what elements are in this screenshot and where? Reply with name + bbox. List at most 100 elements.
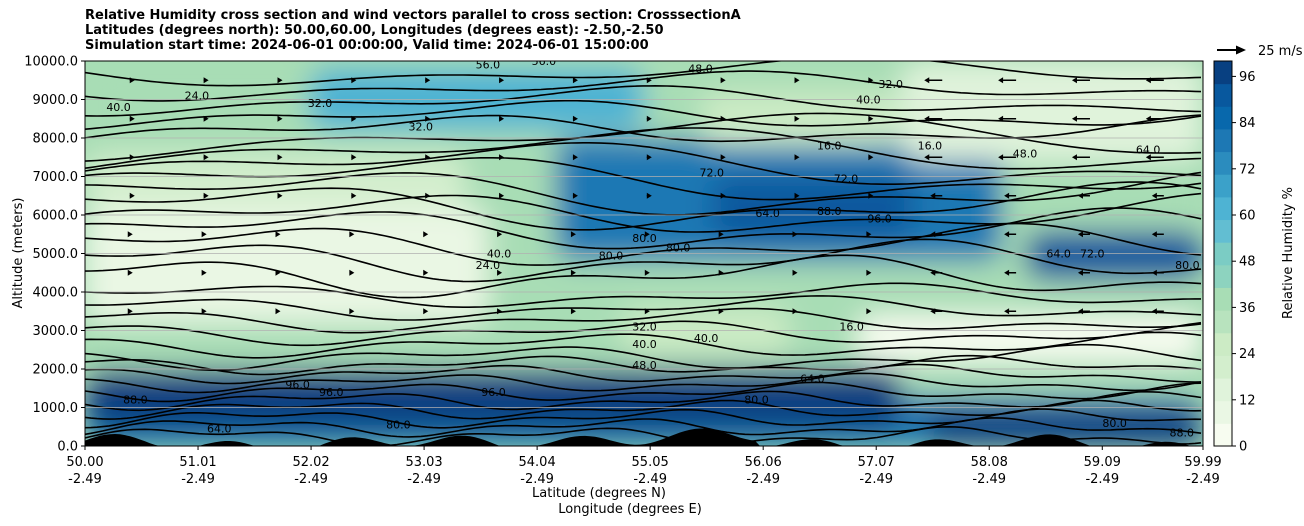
contour-label-12: 80.0 [632,232,657,245]
wind-vector-head [277,115,283,122]
contour-label-31: 32.0 [879,78,904,91]
wind-vector-94 [423,308,429,315]
wind-vector-head [201,308,207,315]
wind-vector-11 [924,77,943,84]
contour-line-15 [85,254,1202,299]
wind-vector-head [1004,231,1010,238]
y-tick-label-7: 7000.0 [33,170,79,185]
x-tick-label-lat-7: 57.07 [858,455,895,470]
wind-vector-head [275,231,281,238]
wind-vector-90 [127,308,133,315]
chart-title: Relative Humidity cross section and wind… [85,8,741,53]
contour-label-21: 96.0 [867,213,892,226]
wind-vector-head [868,154,874,161]
wind-vector-41 [924,154,943,161]
grid-lines [85,99,1203,408]
contour-label-24: 24.0 [185,90,210,103]
wind-vector-head [572,115,578,122]
wind-vector-head [998,154,1004,161]
contour-label-14: 80.0 [599,249,624,262]
wind-vector-30 [129,154,135,161]
wind-vector-58 [1077,192,1090,199]
wind-vector-head [425,115,431,122]
wind-vector-head [425,77,431,84]
contour-line-9 [85,171,1202,216]
wind-vector-head [646,154,652,161]
wind-vector-78 [349,269,355,276]
wind-vector-34 [425,154,431,161]
contour-label-16: 72.0 [834,172,859,185]
colorbar-tick-label-6: 72 [1239,162,1256,177]
wind-vector-head [1151,308,1157,315]
wind-vector-head [129,154,135,161]
contour-label-7: 40.0 [632,338,657,351]
wind-vector-head [792,231,798,238]
wind-vector-73 [1077,231,1090,238]
wind-vector-79 [423,269,429,276]
contour-label-38: 48.0 [688,63,713,76]
contour-line-0 [85,61,1202,87]
wind-vector-head [718,269,724,276]
contour-line-25 [85,381,1202,403]
contour-label-32: 40.0 [856,93,881,106]
wind-vector-8 [720,77,726,84]
x-tick-label-lat-8: 58.08 [971,455,1008,470]
colorbar-segment-2 [1214,378,1232,402]
wind-vector-97 [644,308,650,315]
colorbar-segment-15 [1214,83,1232,107]
contour-labels: 96.0 96.0 88.0 64.0 80.0 96.0 32.0 40.0 40.0 48.0… [106,59,1199,439]
wind-vector-head [201,231,207,238]
wind-vector-25 [868,115,874,122]
contour-line-26 [85,390,1202,412]
wind-vector-38 [720,154,726,161]
colorbar: 0 12 24 36 48 60 72 84 96 [1213,60,1256,455]
wind-vector-head [998,77,1004,84]
wind-vector-head [277,154,283,161]
wind-key-arrow-head [1236,45,1246,55]
wind-vector-head [1077,231,1083,238]
x-tick-label-lat-0: 50.00 [66,455,103,470]
wind-vector-head [1004,308,1010,315]
x-tick-label-lat-9: 59.09 [1084,455,1121,470]
contour-label-6: 32.0 [632,321,657,334]
contour-label-22: 32.0 [408,120,433,133]
x-tick-label-lat-6: 56.06 [745,455,782,470]
wind-vector-40 [868,154,874,161]
wind-vector-53 [720,192,726,199]
wind-vector-head [866,231,872,238]
wind-vector-head [646,115,652,122]
title-line-1: Relative Humidity cross section and wind… [85,8,741,23]
colorbar-tick-label-2: 24 [1239,347,1256,362]
contour-label-35: 16.0 [839,321,864,334]
colorbar-segment-4 [1214,332,1232,356]
colorbar-segment-8 [1214,242,1232,266]
wind-vector-head [1077,308,1083,315]
wind-vector-19 [425,115,431,122]
contour-line-30 [85,425,1202,446]
wind-vector-head [203,154,209,161]
wind-vector-69 [792,231,798,238]
colorbar-tick-label-3: 36 [1239,301,1256,316]
contour-line-3 [85,99,1202,130]
wind-vector-head [1151,192,1157,199]
wind-vector-head [930,192,936,199]
contour-label-2: 88.0 [123,394,148,407]
wind-vector-18 [351,115,357,122]
wind-vector-43 [1071,154,1090,161]
contour-line-20 [85,331,1202,359]
wind-vector-3 [351,77,357,84]
colorbar-tick-label-7: 84 [1239,116,1256,131]
x-axis-label-2: Longitude (degrees E) [558,502,702,517]
wind-vector-59 [1151,192,1164,199]
contour-label-40: 56.0 [476,59,501,72]
wind-vector-head [203,192,209,199]
colorbar-segment-13 [1214,128,1232,153]
x-tick-label-lon-4: -2.49 [520,472,554,487]
contour-line-29 [85,417,1202,438]
plot-area: 96.0 96.0 88.0 64.0 80.0 96.0 32.0 40.0 40.0 48.0… [85,59,1203,446]
wind-vector-29 [1145,115,1164,122]
y-tick-label-6: 6000.0 [33,209,79,224]
wind-vector-head [351,77,357,84]
wind-vector-head [1071,77,1077,84]
title-line-3: Simulation start time: 2024-06-01 00:00:… [85,38,649,53]
